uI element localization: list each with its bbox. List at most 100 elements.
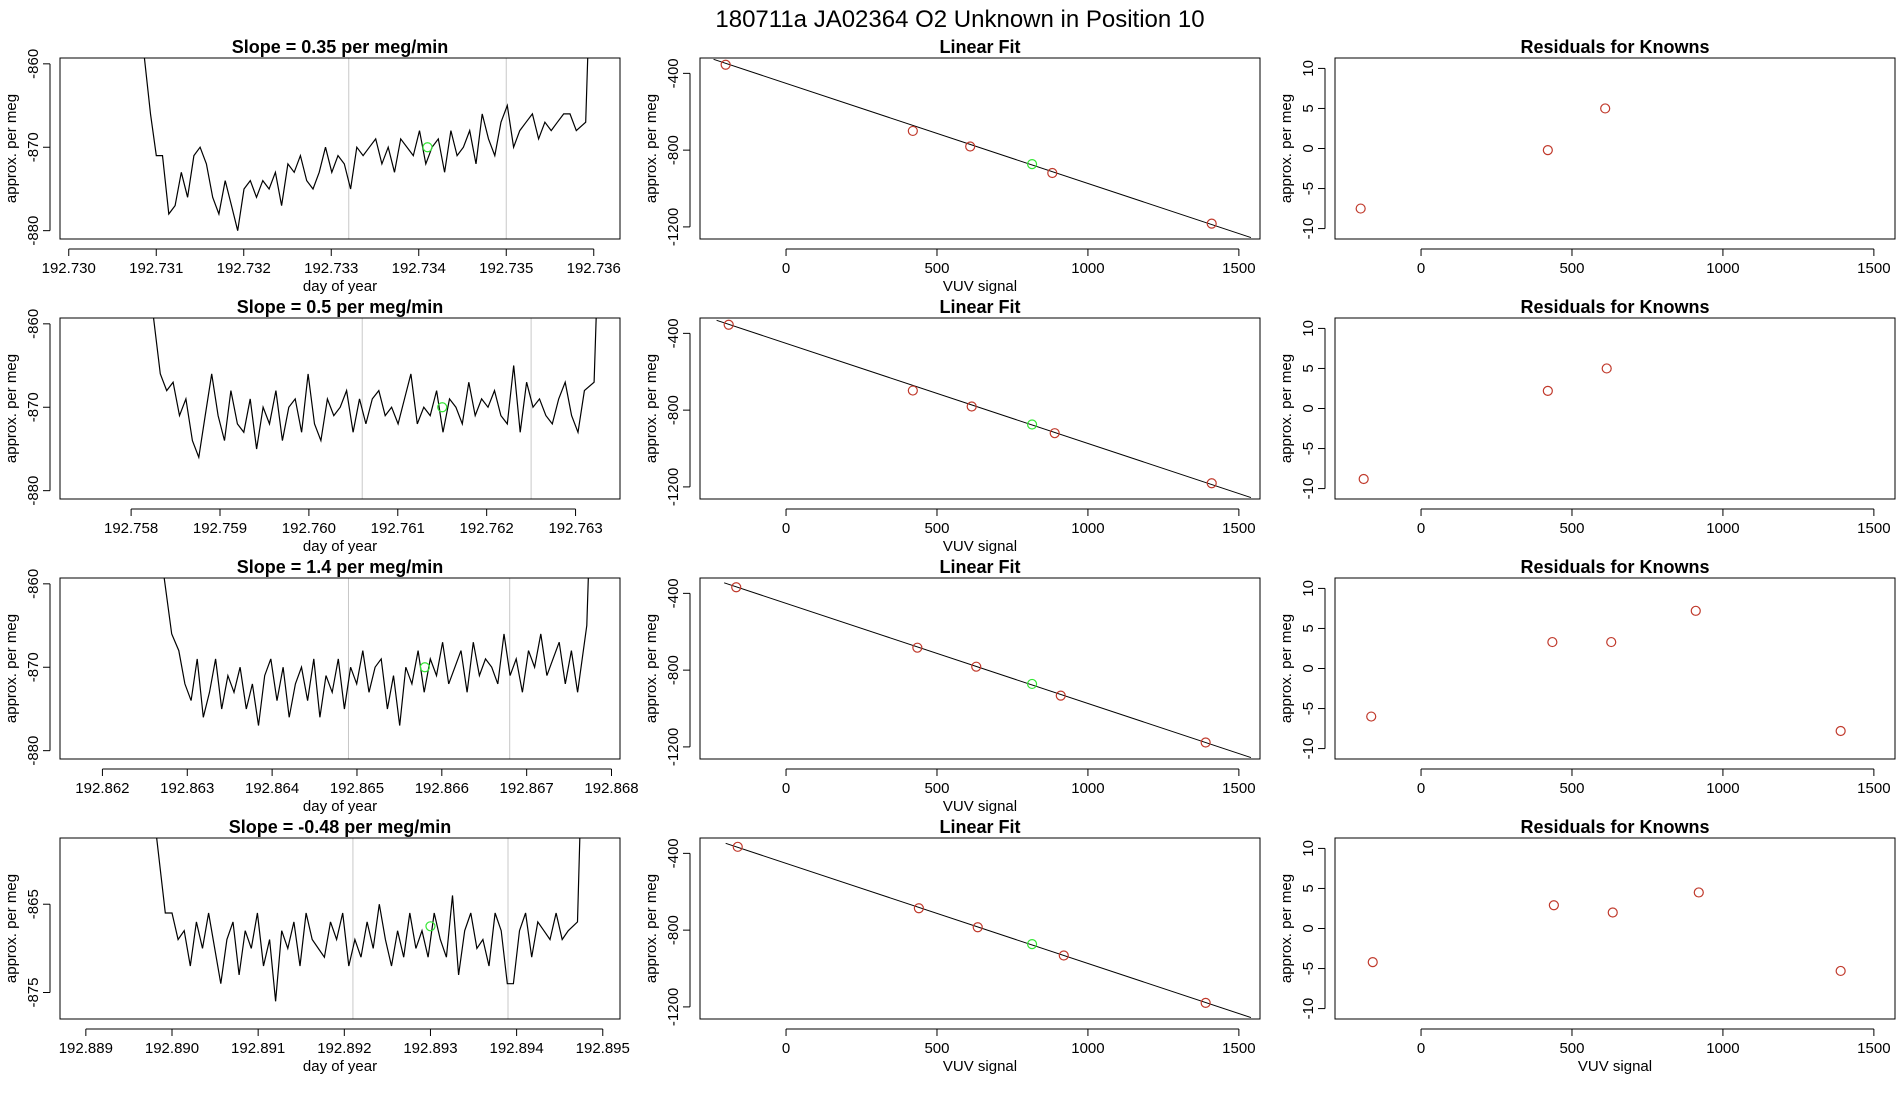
x-tick-label: 192.865 <box>330 780 384 797</box>
known-point <box>966 401 977 412</box>
x-tick-label: 192.866 <box>415 780 469 797</box>
x-tick-label: 192.895 <box>576 1040 630 1057</box>
y-tick-label: -1200 <box>665 468 682 506</box>
known-point <box>1367 957 1378 968</box>
x-tick-label: 500 <box>924 520 949 537</box>
x-tick-label: 192.762 <box>460 520 514 537</box>
plot-area <box>152 318 597 499</box>
plot-area <box>716 319 1252 499</box>
x-tick-label: 192.763 <box>548 520 602 537</box>
known-point <box>1358 473 1369 485</box>
y-tick-label: -880 <box>25 736 42 766</box>
y-tick-label: -870 <box>25 652 42 682</box>
panel-title: Residuals for Knowns <box>1520 37 1709 57</box>
plot-frame <box>1334 837 1896 1020</box>
plot-area <box>1367 887 1846 977</box>
y-tick-label: -800 <box>665 135 682 165</box>
y-tick-label: -5 <box>1300 702 1317 715</box>
unknown-point <box>422 142 433 153</box>
y-axis-label: approx. per meg <box>1278 94 1295 203</box>
panel-title: Slope = -0.48 per meg/min <box>229 817 452 837</box>
panel-title: Linear Fit <box>939 557 1020 577</box>
x-tick-label: 0 <box>1417 520 1425 537</box>
y-tick-label: -5 <box>1300 442 1317 455</box>
known-point <box>965 141 976 152</box>
chart-panel-8: Linear Fit 0 500 1000 1500 VUV signal -400 -800… <box>643 557 1261 815</box>
known-point <box>1693 887 1704 898</box>
y-axis-label: approx. per meg <box>643 354 660 463</box>
x-tick-label: 192.862 <box>75 780 129 797</box>
plot-area <box>1366 605 1846 737</box>
known-point <box>1200 997 1211 1008</box>
y-tick-label: -800 <box>665 915 682 945</box>
x-tick-label: 192.733 <box>304 260 358 277</box>
x-tick-label: 500 <box>1559 520 1584 537</box>
known-point <box>732 841 743 852</box>
y-tick-label: -880 <box>25 216 42 246</box>
known-point <box>1049 428 1060 439</box>
data-series-line <box>143 58 589 231</box>
known-point <box>1058 950 1069 961</box>
y-tick-label: -800 <box>665 395 682 425</box>
x-tick-label: 192.863 <box>160 780 214 797</box>
y-tick-label: -870 <box>25 132 42 162</box>
chart-panel-12: Residuals for Knowns 0 500 1000 1500 VUV sign… <box>1278 817 1896 1075</box>
known-point <box>913 903 924 914</box>
panel-title: Residuals for Knowns <box>1520 557 1709 577</box>
x-tick-label: 500 <box>924 1040 949 1057</box>
y-tick-label: 5 <box>1300 624 1317 632</box>
x-tick-label: 0 <box>782 260 790 277</box>
x-tick-label: 0 <box>1417 260 1425 277</box>
x-tick-label: 1000 <box>1071 780 1104 797</box>
data-series-line <box>156 838 581 1002</box>
data-series-line <box>152 318 597 460</box>
plot-frame <box>699 317 1261 500</box>
y-axis-label: approx. per meg <box>643 874 660 983</box>
chart-panel-5: Linear Fit 0 500 1000 1500 VUV signal -400 -800… <box>643 297 1261 555</box>
chart-panel-7: Slope = 1.4 per meg/min 192.862 192.863 192… <box>3 557 639 815</box>
plot-frame <box>699 837 1261 1020</box>
y-tick-label: -860 <box>25 309 42 339</box>
known-point <box>1366 711 1377 722</box>
fit-line <box>725 842 1252 1019</box>
unknown-point <box>1026 678 1038 690</box>
fit-line <box>723 582 1252 759</box>
x-tick-label: 1500 <box>1857 1040 1890 1057</box>
plot-area <box>725 841 1252 1019</box>
x-tick-label: 1500 <box>1222 1040 1255 1057</box>
known-point <box>1047 167 1058 179</box>
known-point <box>1690 605 1701 616</box>
x-tick-label: 0 <box>782 1040 790 1057</box>
chart-panel-2: Linear Fit 0 500 1000 1500 VUV signal -400 -800… <box>643 37 1261 295</box>
x-tick-label: 500 <box>1559 1040 1584 1057</box>
unknown-point <box>1026 939 1038 950</box>
known-point <box>907 125 918 137</box>
x-tick-label: 192.734 <box>392 260 446 277</box>
x-tick-label: 500 <box>1559 260 1584 277</box>
x-tick-label: 1000 <box>1071 260 1104 277</box>
x-tick-label: 192.889 <box>59 1040 113 1057</box>
plot-frame <box>1334 577 1896 760</box>
x-tick-label: 0 <box>782 520 790 537</box>
panel-title: Residuals for Knowns <box>1520 297 1709 317</box>
panel-title: Slope = 0.35 per meg/min <box>232 37 449 57</box>
x-axis-label: day of year <box>303 278 377 295</box>
y-tick-label: -860 <box>25 49 42 79</box>
y-tick-label: -860 <box>25 569 42 599</box>
known-point <box>1200 737 1211 748</box>
known-point <box>1835 965 1846 977</box>
panel-title: Linear Fit <box>939 817 1020 837</box>
y-tick-label: 5 <box>1300 104 1317 112</box>
y-tick-label: -400 <box>665 838 682 868</box>
x-tick-label: 192.761 <box>371 520 425 537</box>
x-tick-label: 192.730 <box>42 260 96 277</box>
data-series-line <box>163 578 589 726</box>
chart-panel-1: Slope = 0.35 per meg/min 192.730 192.731 19… <box>3 37 621 295</box>
y-tick-label: -10 <box>1300 478 1317 500</box>
y-tick-label: 0 <box>1300 144 1317 152</box>
known-point <box>723 319 734 330</box>
y-tick-label: 10 <box>1300 320 1317 337</box>
x-tick-label: 192.892 <box>317 1040 371 1057</box>
known-point <box>1607 907 1618 918</box>
y-tick-label: -865 <box>25 889 42 919</box>
